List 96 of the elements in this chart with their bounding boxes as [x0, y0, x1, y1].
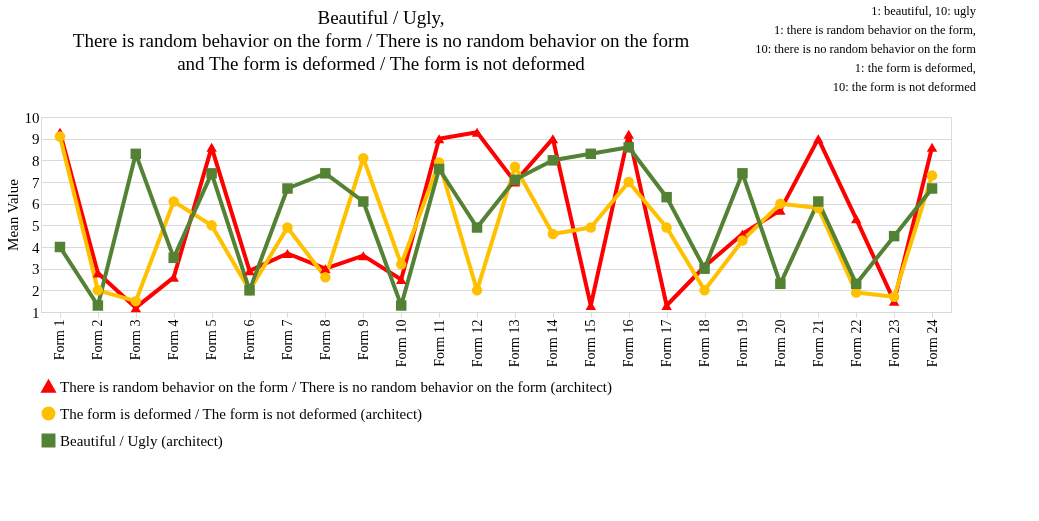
y-tick-label: 8: [32, 152, 40, 169]
point: [926, 142, 938, 152]
point: [850, 278, 862, 290]
point: [54, 241, 66, 253]
x-tick-label: Form 24: [924, 319, 940, 368]
point: [813, 134, 824, 144]
x-tick-label: Form 18: [697, 319, 713, 368]
point: [433, 134, 445, 144]
x-tick-label: Form 1: [52, 319, 68, 361]
point: [850, 214, 862, 224]
x-tick-label: Form 19: [734, 319, 750, 368]
point: [547, 228, 559, 240]
x-tick-label: Form 22: [848, 319, 864, 368]
text: and The form is deformed / The form is not deformed: [177, 53, 585, 74]
point: [282, 183, 293, 194]
text: Beautiful / Ugly,: [317, 7, 445, 28]
point: [585, 222, 597, 233]
point: [130, 148, 142, 160]
y-tick-label: 2: [32, 282, 40, 299]
x-tick-label: Form 7: [279, 319, 295, 361]
text: 10: there is no random behavior on the form: [755, 42, 977, 56]
point: [282, 248, 293, 259]
text: 1: the form is deformed,: [854, 61, 976, 75]
point: [888, 291, 900, 303]
point: [282, 222, 293, 233]
point: [358, 251, 369, 261]
point: [813, 196, 824, 207]
point: [168, 252, 179, 264]
point: [358, 196, 369, 207]
point: [775, 198, 786, 209]
text: 1: there is random behavior on the form,: [773, 23, 976, 37]
text: 1: beautiful, 10: ugly: [871, 4, 977, 18]
point: [433, 163, 445, 175]
x-tick-label: Form 16: [621, 319, 637, 368]
point: [888, 230, 900, 242]
x-tick-label: Form 5: [204, 319, 220, 361]
x-tick-label: Form 13: [507, 319, 523, 368]
x-tick-label: Form 17: [659, 319, 675, 368]
point: [926, 170, 938, 181]
point: [737, 235, 748, 246]
y-tick-label: 7: [32, 174, 40, 191]
y-axis-title: Mean Value: [4, 178, 21, 251]
point: [395, 274, 407, 285]
legend-label: The form is deformed / The form is not deformed (architect): [60, 405, 423, 423]
point: [395, 300, 407, 311]
point: [585, 148, 597, 160]
y-tick-label: 1: [32, 304, 40, 321]
point: [92, 285, 104, 296]
legend-label: Beautiful / Ugly (architect): [60, 432, 223, 450]
point: [547, 155, 559, 166]
point: [206, 168, 217, 179]
point: [737, 168, 748, 179]
y-tick-label: 5: [32, 217, 40, 234]
point: [320, 168, 331, 179]
point: [244, 266, 255, 276]
y-tick-label: 6: [32, 196, 40, 213]
point: [699, 285, 710, 296]
x-tick-label: Form 6: [242, 319, 258, 361]
point: [623, 142, 634, 153]
x-tick-label: Form 4: [166, 319, 182, 361]
point: [168, 196, 179, 207]
x-tick-label: Form 10: [393, 319, 409, 368]
text: There is random behavior on the form / There is no random behavior on the form: [72, 30, 690, 51]
point: [623, 129, 634, 139]
point: [471, 285, 483, 296]
point: [395, 259, 407, 270]
point: [926, 183, 938, 194]
point: [206, 220, 217, 231]
legend-label: There is random behavior on the form / There is no random behavior on the form (architect): [60, 378, 613, 396]
point: [661, 222, 672, 233]
y-tick-label: 3: [32, 261, 40, 278]
y-tick-label: 9: [32, 131, 40, 148]
x-tick-label: Form 14: [545, 319, 561, 368]
point: [130, 295, 142, 307]
x-tick-label: Form 9: [355, 319, 371, 361]
x-tick-label: Form 11: [431, 319, 447, 367]
point: [661, 191, 672, 203]
point: [320, 272, 331, 283]
point: [206, 142, 217, 152]
point: [471, 127, 483, 137]
y-tick-label: 10: [24, 109, 40, 126]
point: [92, 300, 104, 311]
y-tick-label: 4: [32, 239, 40, 256]
text: 10: the form is not deformed: [832, 80, 977, 94]
point: [623, 176, 634, 188]
x-tick-label: Form 21: [810, 319, 826, 368]
x-tick-label: Form 20: [772, 319, 788, 368]
x-tick-label: Form 3: [128, 319, 144, 361]
point: [471, 222, 483, 233]
x-tick-label: Form 8: [317, 319, 333, 361]
x-tick-label: Form 12: [469, 319, 485, 368]
x-tick-label: Form 23: [886, 319, 902, 368]
x-tick-label: Form 15: [583, 319, 599, 368]
x-tick-label: Form 2: [90, 319, 106, 361]
point: [775, 278, 786, 290]
point: [54, 131, 66, 142]
